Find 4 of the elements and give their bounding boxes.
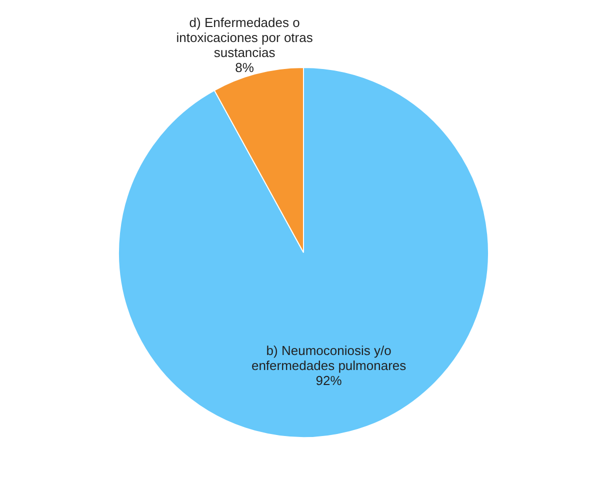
data-label: 92% — [316, 373, 342, 388]
slice-label: b) Neumoconiosis y/o enfermedades pulmonares — [251, 343, 407, 374]
data-label: 8% — [235, 60, 254, 75]
slice-label: d) Enfermedades o intoxicaciones por otras sustancias — [176, 14, 314, 60]
